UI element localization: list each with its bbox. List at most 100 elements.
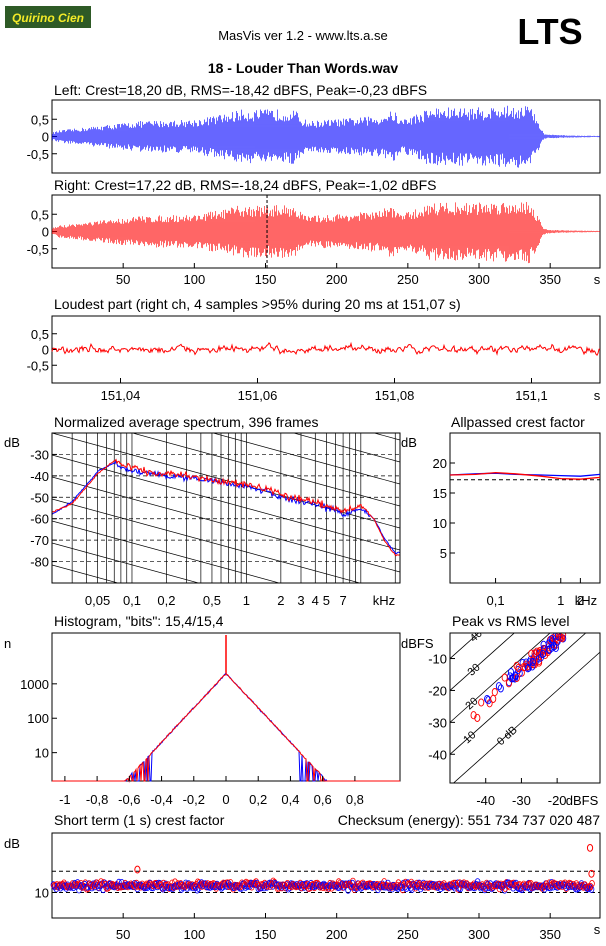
peak-vs-rms-point — [474, 713, 481, 722]
waveform-xtick-label: s — [594, 272, 601, 287]
loudest-part-y-axis: 0,50-0,5 — [27, 327, 57, 373]
histogram-xtick-label: -0,8 — [86, 792, 108, 807]
spectrum-xtick-label: 0,2 — [157, 593, 175, 608]
short-term-crest-panel: Short term (1 s) crest factor Checksum (… — [4, 812, 601, 942]
short-term-crest-point — [431, 881, 437, 890]
histogram-xtick-label: 0,8 — [346, 792, 364, 807]
checksum-text: Checksum (energy): 551 734 737 020 487 — [338, 812, 600, 828]
histogram-series-left — [52, 672, 400, 783]
peak-vs-rms-point — [490, 694, 497, 703]
spectrum-slope-line — [52, 498, 362, 583]
waveform-xtick-label: 50 — [116, 272, 130, 287]
peak-vs-rms-point — [559, 634, 566, 643]
allpassed-crest-title: Allpassed crest factor — [451, 414, 585, 430]
waveform-xtick-label: 300 — [468, 272, 490, 287]
quirino-badge — [5, 6, 91, 28]
short-term-crest-point — [123, 882, 129, 890]
spectrum-xtick-label: 0,5 — [203, 593, 221, 608]
short-term-crest-point — [377, 881, 383, 889]
loudest-part-xtick-label: 151,08 — [375, 388, 415, 403]
spectrum-slope-line — [292, 433, 400, 463]
histogram-xtick-label: 0,2 — [249, 792, 267, 807]
histogram-series-right — [52, 673, 400, 783]
waveform-right-ytick-label: 0,5 — [31, 207, 49, 222]
waveform-xtick-label: 200 — [326, 272, 348, 287]
short-term-crest-xtick-label: 150 — [255, 927, 277, 942]
short-term-crest-outlier — [586, 843, 594, 852]
short-term-crest-point — [557, 880, 564, 888]
loudest-part-trace — [51, 341, 601, 357]
short-term-crest-point — [232, 881, 238, 889]
histogram-ytick-label: 10 — [35, 746, 49, 761]
spectrum-slope-line — [52, 279, 400, 374]
waveform-left-trace — [52, 105, 600, 168]
waveform-xtick-label: 150 — [255, 272, 277, 287]
histogram-xtick-label: -1 — [59, 792, 71, 807]
spectrum-grid — [52, 279, 400, 583]
waveform-left-ytick-label: 0,5 — [31, 112, 49, 127]
short-term-crest-point — [233, 883, 240, 891]
peak-vs-rms-xtick-label: -40 — [476, 793, 495, 808]
short-term-crest-axes: 10 50 100 150 200 250 300 350 s — [35, 886, 601, 943]
allpassed-crest-series-right — [449, 471, 601, 480]
spectrum-xtick-label: 1 — [243, 593, 250, 608]
waveform-right-title: Right: Crest=17,22 dB, RMS=-18,24 dBFS, … — [54, 177, 436, 193]
app-title: MasVis ver 1.2 - www.lts.a.se — [218, 28, 388, 43]
peak-vs-rms-ytick-label: -20 — [428, 683, 447, 698]
spectrum-ytick-label: -80 — [30, 555, 49, 570]
peak-vs-rms-point — [541, 645, 548, 654]
allpassed-crest-xtick-label: 0,1 — [487, 593, 505, 608]
histogram-xtick-label: -0,6 — [118, 792, 140, 807]
short-term-crest-xtick-label: 200 — [326, 927, 348, 942]
waveform-right-ytick-label: 0 — [42, 225, 49, 240]
spectrum-slope-line — [52, 433, 400, 529]
short-term-crest-xtick-label: 250 — [397, 927, 419, 942]
waveform-xtick-label: 350 — [539, 272, 561, 287]
allpassed-crest-series — [449, 471, 601, 481]
peak-vs-rms-xtick-label: -20 — [548, 793, 567, 808]
peak-vs-rms-point — [533, 647, 540, 656]
short-term-crest-title: Short term (1 s) crest factor — [54, 812, 225, 828]
peak-vs-rms-ytick-label: -30 — [428, 715, 447, 730]
spectrum-xtick-label: 3 — [297, 593, 304, 608]
short-term-crest-point — [117, 882, 124, 890]
waveform-right-y-axis: 0,5 0 -0,5 — [27, 207, 57, 257]
peak-vs-rms-y-unit: dBFS — [401, 636, 434, 651]
peak-vs-rms-point — [478, 698, 485, 707]
short-term-crest-point — [253, 878, 259, 886]
short-term-crest-point — [564, 881, 571, 889]
short-term-crest-frame — [51, 832, 601, 919]
waveform-left-y-axis: 0,5 0 -0,5 — [27, 112, 57, 162]
loudest-part-x-axis: 151,04 151,06 151,08 151,1 s — [101, 378, 601, 403]
short-term-crest-point — [525, 879, 532, 888]
histogram-ytick-label: 100 — [27, 711, 49, 726]
peak-vs-rms-point — [539, 649, 546, 658]
peak-vs-rms-point — [497, 684, 504, 693]
short-term-crest-outlier — [134, 865, 141, 874]
short-term-crest-xtick-label: 300 — [468, 927, 490, 942]
allpassed-crest-ytick-label: 10 — [433, 516, 447, 531]
short-term-crest-point — [500, 880, 507, 889]
peak-vs-rms-axes: -10-20-30-40-40 -30 -20 dBFS — [428, 652, 598, 808]
peak-vs-rms-point — [515, 663, 522, 672]
allpassed-crest-panel: Allpassed crest factor dB 20 15 10 5 0,1 1 2kH… — [401, 414, 601, 608]
spectrum-xtick-label: 2 — [277, 593, 284, 608]
peak-vs-rms-frame — [449, 632, 601, 784]
spectrum-xtick-label: 0,1 — [123, 593, 141, 608]
spectrum-ytick-label: -60 — [30, 512, 49, 527]
spectrum-slope-line — [52, 454, 400, 551]
peak-vs-rms-point — [470, 711, 477, 720]
spectrum-series — [52, 458, 400, 557]
histogram-xtick-label: -0,2 — [183, 792, 205, 807]
peak-vs-rms-points — [470, 633, 567, 722]
spectrum-series-left — [52, 458, 400, 555]
spectrum-ytick-label: -30 — [30, 447, 49, 462]
waveform-right-panel: Right: Crest=17,22 dB, RMS=-18,24 dBFS, … — [27, 177, 601, 287]
peak-vs-rms-title: Peak vs RMS level — [452, 613, 569, 629]
short-term-crest-point — [194, 886, 201, 894]
spectrum-xtick-label: 7 — [339, 593, 346, 608]
peak-vs-rms-point — [513, 673, 520, 682]
loudest-part-ytick-label: -0,5 — [27, 358, 49, 373]
